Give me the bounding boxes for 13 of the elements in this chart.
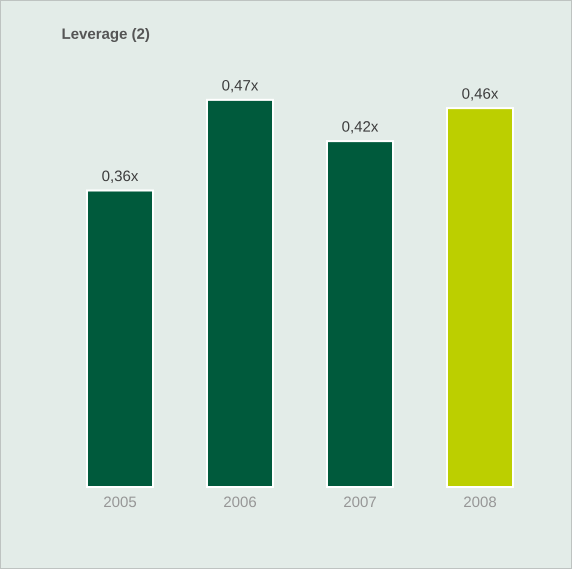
data-label: 0,46x: [462, 88, 498, 101]
data-label: 0,47x: [222, 80, 258, 92]
x-tick-label: 2005: [104, 496, 136, 508]
x-tick-label: 2007: [344, 496, 376, 508]
data-label: 0,42x: [342, 121, 378, 134]
bar: [446, 107, 514, 488]
x-tick-label: 2008: [464, 496, 496, 508]
x-tick-label: 2006: [224, 496, 256, 508]
chart-title: Leverage (2): [62, 28, 150, 42]
bar: [326, 140, 394, 488]
bar: [206, 98, 274, 488]
data-label: 0,36x: [102, 170, 138, 183]
bar: [86, 189, 154, 488]
